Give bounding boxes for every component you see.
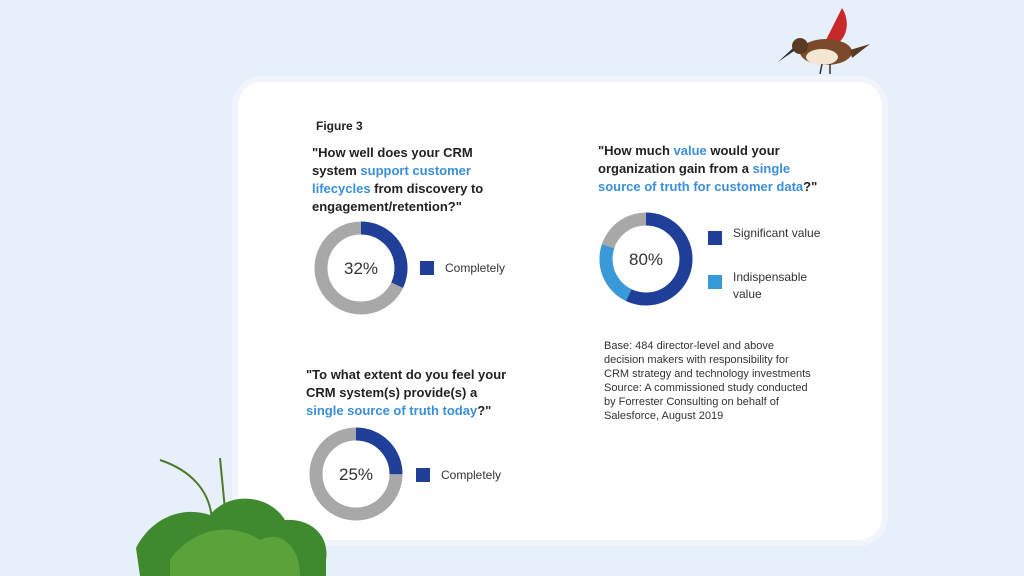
note-line: Salesforce, August 2019: [604, 410, 724, 422]
chart-title-line: "How well does your CRM: [312, 144, 473, 162]
title-text: CRM system(s) provide(s) a: [306, 385, 478, 400]
chart-title-line: "To what extent do you feel your: [306, 366, 506, 384]
title-text: from discovery to: [370, 181, 484, 196]
chart-title-line: "How much value would your: [598, 142, 780, 160]
bird: [778, 8, 870, 75]
chart-title-line: CRM system(s) provide(s) a: [306, 384, 477, 402]
donut: 25%: [309, 427, 403, 521]
note-line: CRM strategy and technology investments: [604, 368, 811, 380]
title-text: would your: [706, 143, 780, 158]
chart-title-line: engagement/retention?": [312, 198, 462, 216]
legend-swatch: [416, 468, 430, 482]
title-text: value: [673, 143, 707, 158]
note-line: Base: 484 director-level and above: [604, 340, 774, 352]
title-text: source of truth for customer data: [598, 179, 804, 194]
chart-title-line: lifecycles from discovery to: [312, 180, 483, 198]
center-label: 32%: [344, 259, 378, 278]
note-line: decision makers with responsibility for: [604, 354, 789, 366]
note-line: by Forrester Consulting on behalf of: [604, 396, 779, 408]
plant: [136, 457, 327, 576]
legend-swatch: [420, 261, 434, 275]
chart-title-line: source of truth for customer data?": [598, 178, 817, 196]
figure-label: Figure 3: [316, 119, 363, 133]
legend-label: Significant value: [733, 226, 821, 240]
title-text: ?": [803, 179, 818, 194]
title-text: single source of truth today: [306, 403, 478, 418]
donut-segment: [314, 221, 408, 315]
donut-segment: [599, 212, 693, 306]
title-text: "How much: [598, 143, 674, 158]
title-text: lifecycles: [312, 181, 371, 196]
legend-swatch: [708, 231, 722, 245]
legend-label: Completely: [445, 261, 506, 275]
title-text: single: [752, 161, 791, 176]
title-text: engagement/retention?": [312, 199, 462, 214]
legend-swatch: [708, 275, 722, 289]
donut-segment: [309, 427, 403, 521]
chart-title-line: single source of truth today?": [306, 402, 491, 420]
donut: 80%: [599, 212, 693, 306]
note: Base: 484 director-level and above decisi…: [604, 339, 811, 423]
title-text: "How well does your CRM: [312, 145, 473, 160]
center-label: 80%: [629, 250, 663, 269]
donut-segment: [599, 212, 693, 306]
legend-label: Indispensable value: [733, 270, 808, 301]
title-text: "To what extent do you feel your: [306, 367, 507, 382]
note-line: Source: A commissioned study conducted: [604, 382, 808, 394]
title-text: organization gain from a: [598, 161, 753, 176]
chart-title-line: organization gain from a single: [598, 160, 790, 178]
title-text: support customer: [360, 163, 471, 178]
donut: 32%: [314, 221, 408, 315]
title-text: system: [312, 163, 361, 178]
legend-label: Completely: [441, 468, 502, 482]
center-label: 25%: [339, 465, 373, 484]
chart-title-line: system support customer: [312, 162, 471, 180]
title-text: ?": [477, 403, 492, 418]
